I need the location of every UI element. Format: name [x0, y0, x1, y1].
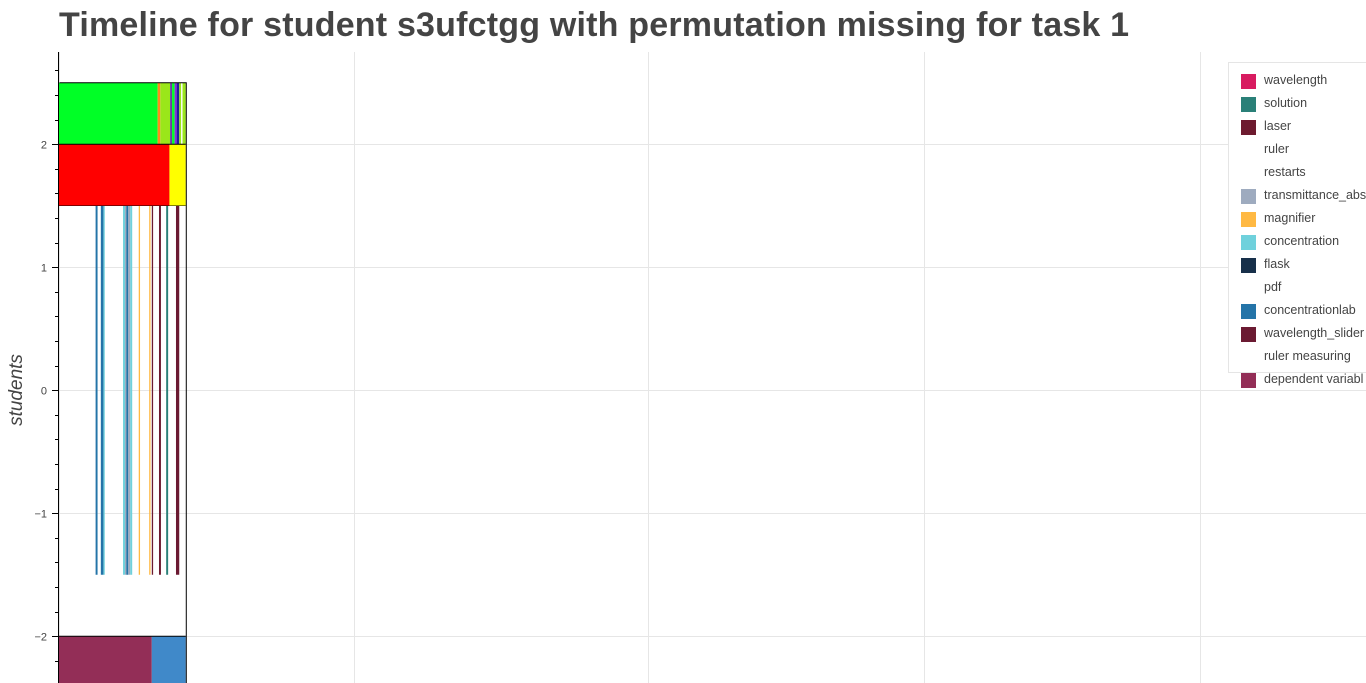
legend-item[interactable]: pdf	[1229, 277, 1366, 300]
timeline-segments	[59, 82, 187, 683]
y-axis-label: students	[6, 354, 27, 426]
legend-swatch	[1241, 212, 1256, 227]
legend-label: magnifier	[1264, 211, 1316, 225]
timeline-segment	[103, 205, 105, 575]
timeline-segment	[176, 82, 180, 145]
legend-label: concentration	[1264, 234, 1340, 248]
legend-item[interactable]: flask	[1229, 254, 1366, 277]
timeline-segment	[95, 205, 98, 575]
timeline-segment	[172, 82, 175, 145]
timeline-segment	[59, 82, 158, 145]
timeline-segment	[151, 636, 186, 683]
legend-label: transmittance_abs	[1264, 188, 1366, 202]
timeline-outline	[59, 82, 187, 683]
timeline-segment	[157, 82, 161, 145]
timeline-segment	[175, 205, 180, 575]
legend-swatch	[1241, 258, 1256, 273]
legend-item[interactable]: laser	[1229, 116, 1366, 139]
legend-swatch	[1241, 166, 1256, 181]
legend-item[interactable]: wavelength_slider	[1229, 323, 1366, 346]
y-axis: 2 1 0 −1 −2	[34, 52, 59, 683]
legend-swatch	[1241, 350, 1256, 365]
y-tick-label: 0	[41, 386, 47, 398]
legend-item[interactable]: concentrationlab	[1229, 300, 1366, 323]
timeline-segment	[138, 205, 141, 575]
timeline-segment	[130, 205, 133, 575]
legend-swatch	[1241, 281, 1256, 296]
legend: wavelength solution laser ruler restarts tran…	[1228, 62, 1366, 388]
legend-label: ruler measuring	[1264, 349, 1351, 363]
legend-swatch	[1241, 304, 1256, 319]
grid-lines	[59, 52, 1366, 683]
timeline-segment	[160, 82, 171, 145]
legend-label: dependent variabl	[1264, 372, 1364, 386]
y-tick-label: 2	[41, 140, 47, 152]
y-tick-label: 1	[41, 263, 47, 275]
timeline-segment	[182, 82, 186, 145]
timeline-segment	[128, 205, 131, 575]
legend-item[interactable]: magnifier	[1229, 208, 1366, 231]
legend-label: wavelength	[1264, 73, 1328, 87]
legend-label: ruler	[1264, 142, 1290, 156]
timeline-segment	[158, 205, 161, 575]
legend-item[interactable]: transmittance_abs	[1229, 185, 1366, 208]
timeline-segment	[123, 205, 126, 575]
timeline-segment	[166, 205, 169, 575]
legend-swatch	[1241, 327, 1256, 342]
timeline-segment	[126, 205, 129, 575]
legend-item[interactable]: solution	[1229, 93, 1366, 116]
legend-label: restarts	[1264, 165, 1306, 179]
timeline-segment	[149, 205, 151, 575]
legend-swatch	[1241, 189, 1256, 204]
legend-item[interactable]: ruler measuring	[1229, 346, 1366, 369]
legend-item[interactable]: ruler	[1229, 139, 1366, 162]
legend-item[interactable]: restarts	[1229, 162, 1366, 185]
legend-label: wavelength_slider	[1264, 326, 1365, 340]
legend-swatch	[1241, 373, 1256, 388]
legend-item[interactable]: concentration	[1229, 231, 1366, 254]
timeline-segment	[125, 205, 127, 575]
timeline-segment	[170, 82, 173, 145]
legend-label: pdf	[1264, 280, 1282, 294]
y-tick-label: −2	[34, 632, 47, 644]
timeline-segment	[169, 144, 186, 206]
timeline-segment	[174, 82, 177, 145]
timeline-segment	[151, 205, 154, 575]
legend-label: solution	[1264, 96, 1308, 110]
y-tick-label: −1	[34, 509, 47, 521]
legend-label: flask	[1264, 257, 1290, 271]
legend-label: concentrationlab	[1264, 303, 1356, 317]
legend-item[interactable]: dependent variabl	[1229, 369, 1366, 392]
timeline-segment	[179, 82, 182, 145]
legend-swatch	[1241, 143, 1256, 158]
legend-swatch	[1241, 74, 1256, 89]
legend-swatch	[1241, 120, 1256, 135]
timeline-segment	[59, 144, 170, 206]
timeline-segment	[100, 205, 104, 575]
timeline-segment	[181, 82, 183, 145]
chart-title: Timeline for student s3ufctgg with permu…	[59, 6, 1130, 44]
legend-label: laser	[1264, 119, 1292, 133]
timeline-segment	[59, 636, 152, 683]
legend-swatch	[1241, 235, 1256, 250]
legend-item[interactable]: wavelength	[1229, 70, 1366, 93]
legend-swatch	[1241, 97, 1256, 112]
